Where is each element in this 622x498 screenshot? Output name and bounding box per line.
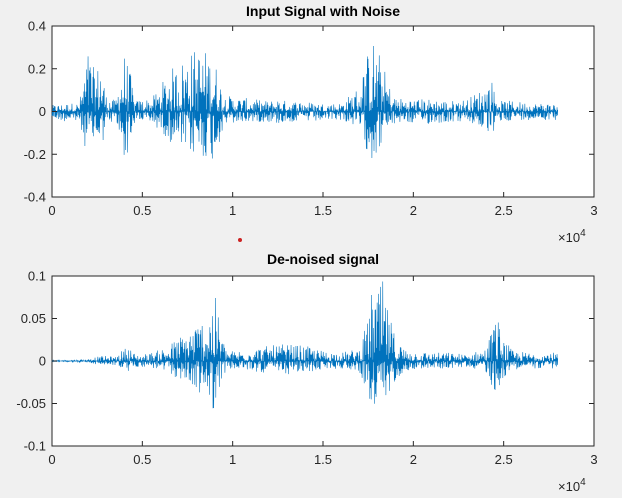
top-x-tick-label: 0 (48, 203, 55, 218)
bottom-y-tick-label: -0.1 (24, 439, 46, 454)
top-tick-layer: 0 0.5 1 1.5 2 2.5 3 -0.4 -0.2 0 0.2 0.4 (24, 19, 598, 219)
top-x-tick-label: 1.5 (314, 203, 332, 218)
bottom-x-tick-label: 0.5 (133, 452, 151, 467)
top-x-tick-label: 2 (410, 203, 417, 218)
bottom-x-tick-label: 1.5 (314, 452, 332, 467)
top-y-tick-label: 0.2 (28, 61, 46, 76)
bottom-y-tick-label: 0 (39, 354, 46, 369)
top-y-tick-label: -0.4 (24, 190, 46, 205)
bottom-x-tick-label: 2 (410, 452, 417, 467)
top-x-exponent-power: 4 (580, 228, 586, 239)
bottom-x-tick-label: 0 (48, 452, 55, 467)
bottom-chart-title: De-noised signal (267, 251, 379, 267)
red-marker-dot (238, 238, 242, 242)
top-y-tick-label: -0.2 (24, 147, 46, 162)
top-x-exponent-times: × (558, 230, 566, 245)
top-signal-layer (51, 46, 559, 159)
bottom-x-tick-label: 1 (229, 452, 236, 467)
top-x-tick-label: 1 (229, 203, 236, 218)
bottom-axes: De-noised signal 0 0.5 1 1.5 2 2.5 3-0.1-0.050… (16, 251, 597, 494)
bottom-y-tick-label: 0.1 (28, 269, 46, 284)
bottom-signal-line-0 (51, 281, 559, 409)
bottom-signal-layer (51, 281, 559, 409)
top-axes: Input Signal with Noise 0 0.5 1 1.5 2 2.5 3 -0.… (24, 3, 598, 245)
top-y-tick-label: 0.4 (28, 19, 46, 34)
top-signal-line-0 (51, 46, 559, 159)
bottom-y-tick-label: 0.05 (21, 311, 46, 326)
top-x-exponent-label: ×104 (558, 228, 586, 245)
top-y-tick-label: 0 (39, 104, 46, 119)
bottom-x-exponent-base: 10 (566, 479, 580, 494)
bottom-tick-layer: 0 0.5 1 1.5 2 2.5 3 -0.1 -0.05 0 0.05 0.1 (16, 269, 597, 468)
bottom-x-exponent-power: 4 (580, 477, 586, 488)
bottom-x-tick-label: 2.5 (495, 452, 513, 467)
bottom-x-tick-label: 3 (590, 452, 597, 467)
top-x-tick-label: 2.5 (495, 203, 513, 218)
top-x-tick-label: 3 (590, 203, 597, 218)
top-x-tick-label: 0.5 (133, 203, 151, 218)
bottom-x-exponent-times: × (558, 479, 566, 494)
top-chart-title: Input Signal with Noise (246, 3, 400, 19)
bottom-y-tick-label: -0.05 (16, 396, 46, 411)
bottom-x-exponent-label: ×104 (558, 477, 586, 494)
top-x-exponent-base: 10 (566, 230, 580, 245)
